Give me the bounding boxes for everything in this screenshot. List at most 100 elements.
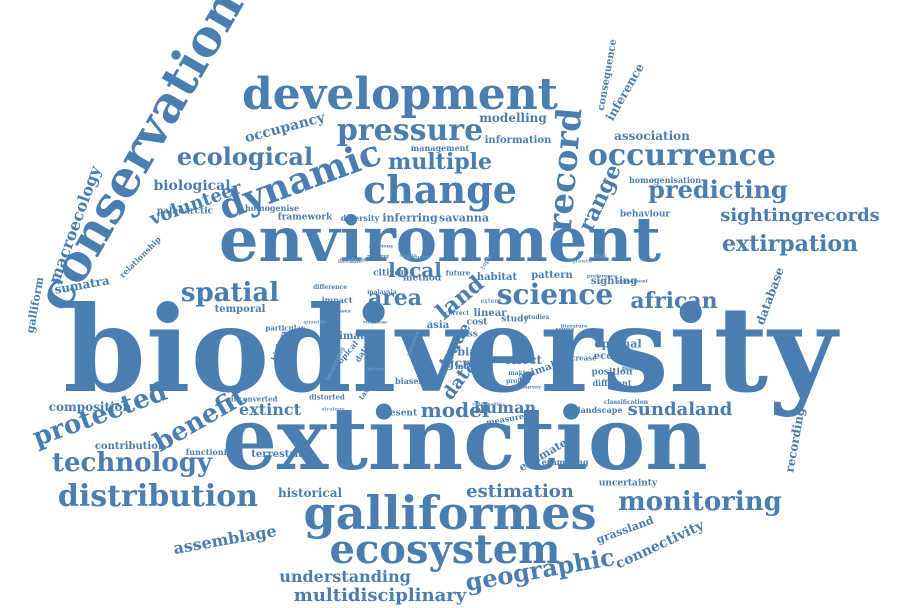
word: information (484, 135, 552, 146)
word: literature (560, 323, 588, 330)
word: multiple (388, 149, 492, 175)
word: modelling (479, 111, 547, 125)
word: specific (347, 257, 369, 264)
word: multidisciplinary (293, 585, 467, 606)
word: source (555, 326, 575, 333)
word: risk (593, 253, 607, 260)
word: richness (363, 319, 387, 326)
word: composition (48, 400, 132, 414)
word: most (455, 361, 477, 371)
word: driver (367, 366, 385, 373)
word: savanna (439, 211, 489, 225)
word: human (473, 398, 537, 417)
word: estimation (466, 481, 574, 502)
word: method (402, 273, 442, 284)
word: management (410, 143, 470, 153)
word: diversity (340, 213, 380, 223)
word: optimal (594, 337, 642, 351)
word: inferring (382, 211, 438, 225)
word: homogenisation (628, 175, 702, 185)
word: preference (586, 273, 618, 280)
word: asia (426, 320, 450, 331)
word: position (591, 367, 633, 378)
word: distribution (57, 479, 259, 514)
word: area (367, 285, 423, 311)
word: uncertainty (598, 478, 658, 489)
word: terrestrial (251, 449, 309, 460)
word: loss (458, 329, 478, 340)
word: technology (51, 448, 213, 478)
word: relationship (117, 234, 163, 280)
word: different (592, 378, 632, 388)
word: environment (219, 203, 661, 276)
word: impact (321, 295, 353, 305)
word: understanding (279, 567, 411, 586)
word: biological (153, 178, 231, 194)
word: extinct (239, 400, 301, 419)
word: status (399, 252, 417, 259)
word: pressure (336, 113, 484, 148)
word: sighting (590, 276, 638, 287)
word: processes (323, 308, 351, 315)
word: development (241, 69, 559, 120)
word: science (496, 278, 614, 311)
word: functioning (185, 447, 239, 457)
word: occurrence (587, 138, 777, 173)
word: habitat (476, 272, 518, 283)
word: previous (369, 243, 393, 250)
word: study (501, 314, 529, 325)
word: association (614, 129, 690, 143)
word: vulnerable (472, 401, 502, 408)
word: effect (504, 353, 542, 367)
word: growth (572, 258, 592, 265)
word: sightingrecords (720, 205, 880, 226)
word: gcrf (445, 356, 475, 372)
word: correct (444, 310, 470, 317)
word: galliformes (303, 486, 597, 540)
word: quantify (303, 319, 327, 326)
word: ecological (176, 142, 314, 171)
word: behaviour (619, 209, 671, 220)
word: extirpation (721, 231, 859, 257)
word: ecosystem (329, 526, 561, 573)
word: local (388, 258, 442, 282)
word: malaysia (367, 289, 397, 296)
word: biases (395, 376, 423, 386)
word: extinction (222, 389, 708, 490)
word: making (508, 370, 534, 377)
word: citizen (373, 268, 407, 279)
word: model (420, 398, 490, 422)
word: contribution (94, 441, 166, 452)
word: world (471, 369, 491, 376)
word: unconverted (228, 394, 278, 404)
word: assemblage (171, 521, 279, 558)
word: bias (457, 345, 483, 359)
word: sundaland (627, 399, 733, 420)
word: homogenise (244, 203, 300, 213)
word: change (363, 167, 517, 212)
word: cost (466, 317, 488, 328)
word: assessment (615, 278, 649, 285)
word: project (506, 378, 530, 385)
word: extent (480, 298, 502, 305)
word: framework (277, 212, 333, 223)
word: grassland (594, 513, 656, 547)
word: increase (563, 353, 597, 363)
word: ecology (593, 351, 637, 362)
word: historical (277, 486, 343, 500)
word: grouped (406, 254, 430, 261)
word: missing (367, 253, 389, 260)
word: decline (337, 258, 363, 265)
word: predicting (648, 175, 788, 204)
word: monitoring (618, 487, 782, 517)
word: classification (603, 399, 649, 406)
word: distorted (309, 392, 345, 402)
word: climate (329, 331, 371, 342)
word: palaearctic (156, 206, 214, 217)
word: present (378, 408, 418, 419)
word: studies (524, 314, 550, 321)
word: linear (473, 308, 507, 319)
word: survey (522, 384, 542, 391)
word: landscape (577, 405, 623, 415)
